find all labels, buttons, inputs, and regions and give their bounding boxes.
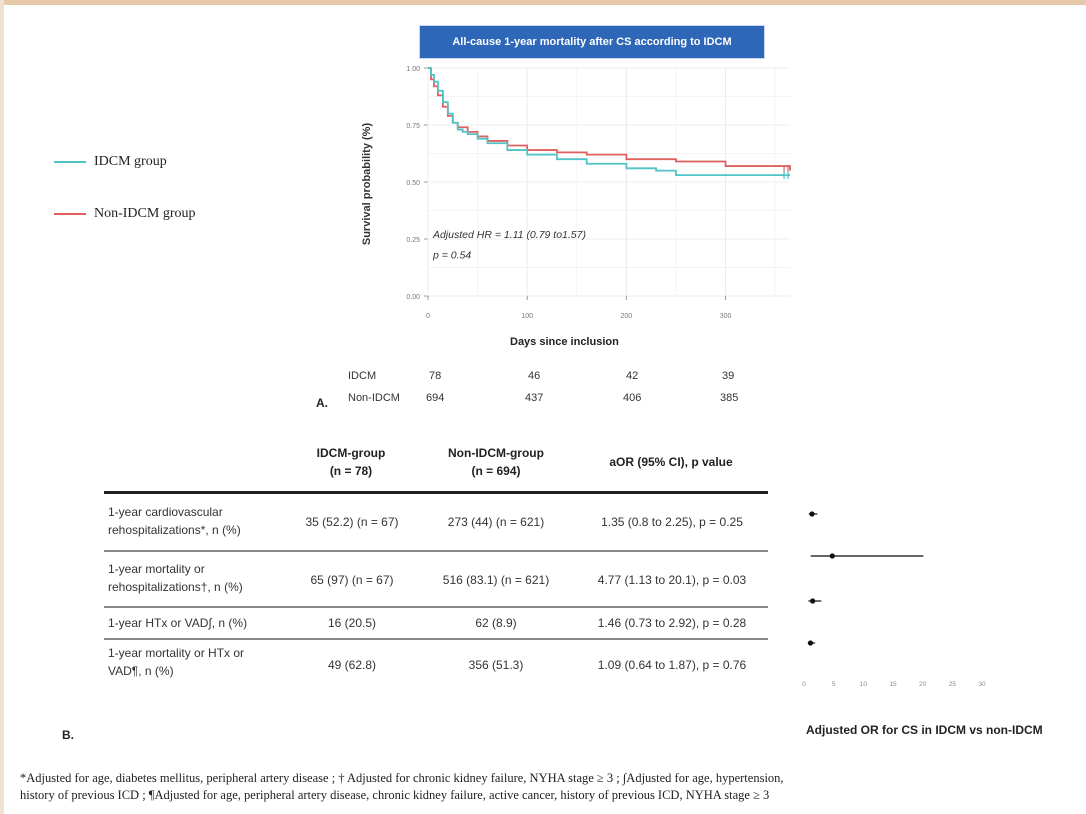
table-cell-aor: 1.46 (0.73 to 2.92), p = 0.28 <box>597 616 747 630</box>
risk-value: 694 <box>426 392 445 404</box>
risk-value: 42 <box>626 370 639 382</box>
top-border <box>0 0 1086 5</box>
km-y-tick-label: 1.00 <box>406 66 420 73</box>
footnote-line-1: *Adjusted for age, diabetes mellitus, pe… <box>20 771 784 785</box>
risk-row-label-non-idcm: Non-IDCM <box>348 392 400 404</box>
risk-value: 78 <box>429 370 442 382</box>
km-y-tick-label: 0.00 <box>406 294 420 301</box>
table-row-divider <box>104 638 768 640</box>
table-row-label: 1-year mortality or HTx or VAD¶, n (%) <box>108 646 245 678</box>
table-cell-idcm: 65 (97) (n = 67) <box>310 573 394 587</box>
table-cell-non-idcm: 273 (44) (n = 621) <box>447 515 545 529</box>
risk-value: 385 <box>720 392 739 404</box>
table-cell-non-idcm: 356 (51.3) <box>468 658 524 672</box>
table-cell-aor: 1.35 (0.8 to 2.25), p = 0.25 <box>601 515 743 529</box>
footnote-line-2: history of previous ICD ; ¶Adjusted for … <box>20 788 770 802</box>
km-annotation-p: p = 0.54 <box>432 249 471 261</box>
forest-x-tick-label: 30 <box>978 681 986 688</box>
legend-non-idcm-swatch <box>54 213 86 215</box>
risk-value: 46 <box>528 370 541 382</box>
col-header-aor: aOR (95% CI), p value <box>609 455 733 469</box>
legend-non-idcm: Non-IDCM group <box>54 206 196 222</box>
km-y-tick-label: 0.50 <box>406 180 420 187</box>
table-cell-idcm: 16 (20.5) <box>327 616 377 630</box>
km-y-tick-label: 0.75 <box>406 123 420 130</box>
forest-plot: 0 5 10 15 20 25 30 <box>802 511 986 688</box>
footnote: *Adjusted for age, diabetes mellitus, pe… <box>20 770 1080 804</box>
table-cell-aor: 4.77 (1.13 to 20.1), p = 0.03 <box>597 573 747 587</box>
km-x-tick-label: 300 <box>720 313 732 320</box>
forest-point <box>809 511 815 517</box>
col-header-idcm: IDCM-group (n = 78) <box>316 446 386 478</box>
panel-b-label: B. <box>62 728 74 742</box>
risk-value: 406 <box>623 392 642 404</box>
forest-x-tick-label: 5 <box>832 681 836 688</box>
km-x-tick-label: 0 <box>426 313 430 320</box>
col-header-non-idcm: Non-IDCM-group (n = 694) <box>448 446 544 478</box>
table-cell-aor: 1.09 (0.64 to 1.87), p = 0.76 <box>597 658 747 672</box>
table-top-rule <box>104 491 768 494</box>
km-annotation-hr: Adjusted HR = 1.11 (0.79 to1.57) <box>432 229 586 241</box>
km-chart-title: All-cause 1-year mortality after CS acco… <box>420 26 764 58</box>
table-row-label: 1-year HTx or VAD∫, n (%) <box>108 616 248 630</box>
forest-point <box>810 598 816 604</box>
forest-x-tick-label: 20 <box>919 681 927 688</box>
table-row-label: 1-year cardiovascular rehospitalizations*… <box>108 505 241 537</box>
legend-idcm: IDCM group <box>54 154 167 170</box>
forest-point <box>807 640 814 646</box>
forest-x-tick-label: 15 <box>889 681 897 688</box>
table-row-divider <box>104 606 768 608</box>
table-row-divider <box>104 550 768 552</box>
km-x-tick-label: 100 <box>521 313 533 320</box>
km-y-axis-label: Survival probability (%) <box>361 122 373 246</box>
risk-row-label-idcm: IDCM <box>348 370 377 382</box>
table-cell-non-idcm: 62 (8.9) <box>475 616 517 630</box>
risk-value: 437 <box>525 392 544 404</box>
forest-plot-title: Adjusted OR for CS in IDCM vs non-IDCM <box>806 723 1043 737</box>
forest-x-tick-label: 0 <box>802 681 806 688</box>
table-cell-non-idcm: 516 (83.1) (n = 621) <box>442 573 550 587</box>
panel-a-label: A. <box>316 396 328 410</box>
forest-x-tick-label: 10 <box>860 681 868 688</box>
table-row-label: 1-year mortality or rehospitalizations†, … <box>108 562 243 594</box>
legend-idcm-swatch <box>54 161 86 163</box>
risk-value: 39 <box>722 370 735 382</box>
forest-x-tick-label: 25 <box>949 681 957 688</box>
left-border <box>0 0 4 814</box>
forest-point <box>829 553 835 559</box>
km-y-tick-label: 0.25 <box>406 237 420 244</box>
table-cell-idcm: 35 (52.2) (n = 67) <box>305 515 399 529</box>
legend-idcm-label: IDCM group <box>94 154 167 169</box>
legend-non-idcm-label: Non-IDCM group <box>94 206 196 221</box>
km-line-idcm <box>428 67 790 177</box>
km-x-axis-label: Days since inclusion <box>510 336 619 348</box>
km-plot: 0.00 0.25 0.50 0.75 1.00 0 100 200 300 Adjusted H… <box>406 66 791 320</box>
km-x-tick-label: 200 <box>621 313 633 320</box>
table-cell-idcm: 49 (62.8) <box>327 658 377 672</box>
